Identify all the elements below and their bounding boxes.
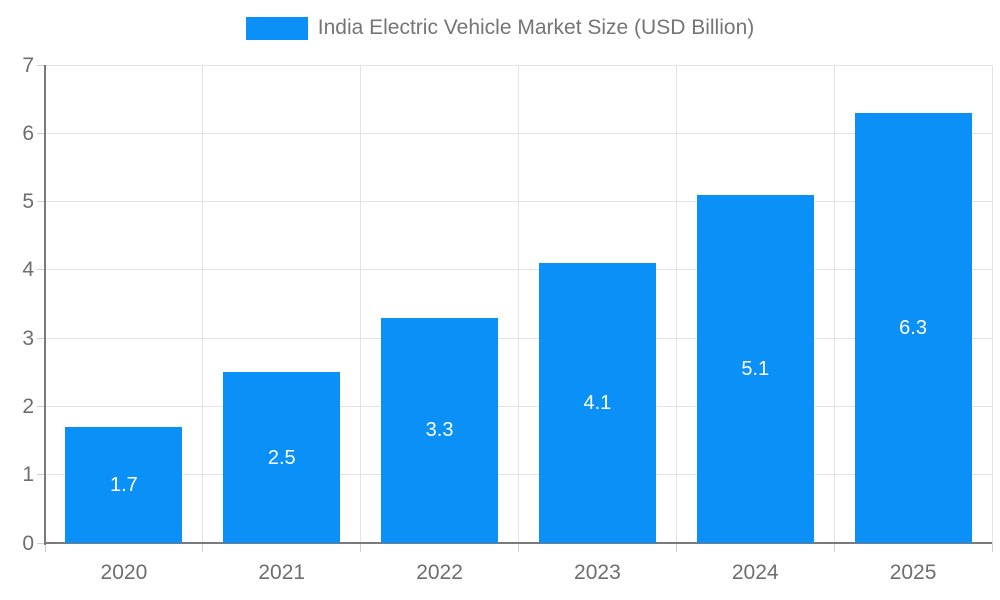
bar-value-label: 6.3	[899, 316, 927, 339]
x-tick-mark	[202, 543, 204, 552]
bar-value-label: 5.1	[741, 357, 770, 380]
bar-value-label: 3.3	[425, 419, 454, 442]
bar-value-label: 2.5	[267, 446, 296, 469]
y-tick-mark	[37, 269, 45, 271]
x-axis-label: 2021	[258, 561, 306, 584]
x-gridline	[991, 65, 993, 543]
y-tick-mark	[37, 337, 45, 339]
y-axis-label: 0	[22, 531, 34, 555]
bar[interactable]: 4.1	[538, 263, 656, 543]
y-axis-label: 4	[22, 258, 34, 282]
y-axis-label: 2	[22, 394, 34, 418]
x-axis-label: 2023	[574, 561, 621, 584]
bar[interactable]: 6.3	[854, 112, 972, 543]
x-gridline	[360, 65, 362, 543]
legend-swatch	[245, 16, 308, 40]
y-tick-mark	[37, 542, 45, 544]
y-axis-label: 1	[22, 463, 34, 487]
x-tick-mark	[991, 543, 993, 552]
x-tick-mark	[518, 543, 519, 552]
y-axis-line	[44, 65, 46, 545]
y-tick-mark	[37, 64, 45, 66]
y-tick-mark	[37, 405, 45, 407]
x-axis-label: 2024	[731, 561, 779, 584]
x-gridline	[518, 65, 519, 543]
x-gridline	[202, 65, 204, 543]
bar[interactable]: 1.7	[65, 426, 183, 543]
x-axis-label: 2020	[100, 561, 148, 584]
bar-value-label: 1.7	[110, 473, 138, 496]
bar-value-label: 4.1	[583, 392, 612, 414]
x-axis-label: 2022	[416, 561, 463, 584]
bar[interactable]: 2.5	[223, 372, 341, 543]
y-axis-label: 6	[22, 121, 34, 145]
x-tick-mark	[360, 543, 362, 552]
legend-label: India Electric Vehicle Market Size (USD …	[317, 16, 755, 39]
chart-legend[interactable]: India Electric Vehicle Market Size (USD …	[0, 16, 1000, 40]
x-gridline	[675, 65, 677, 543]
y-axis-label: 5	[22, 190, 34, 214]
y-axis-label: 7	[22, 53, 34, 77]
y-tick-mark	[37, 201, 45, 203]
x-axis-label: 2025	[889, 561, 937, 584]
x-axis-line	[45, 542, 992, 544]
y-tick-mark	[37, 132, 45, 134]
y-axis-label: 3	[22, 326, 34, 350]
bar[interactable]: 3.3	[381, 317, 499, 543]
x-tick-mark	[675, 543, 677, 552]
y-tick-mark	[37, 474, 45, 476]
x-tick-mark	[44, 543, 46, 552]
x-gridline	[833, 65, 835, 543]
bar[interactable]: 5.1	[696, 194, 814, 543]
x-tick-mark	[833, 543, 835, 552]
